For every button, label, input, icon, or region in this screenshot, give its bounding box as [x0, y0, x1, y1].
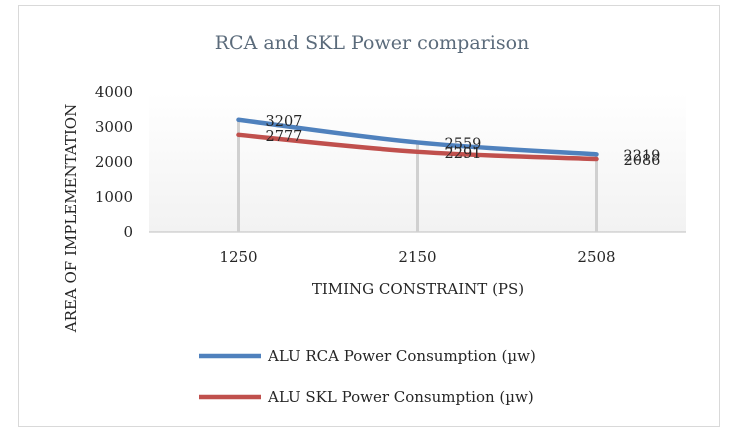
data-labels: 3207 2559 2219 2777 2291 2086 [266, 114, 661, 169]
y-tick-label: 4000 [95, 83, 133, 101]
legend-label: ALU RCA Power Consumption (µw) [267, 347, 536, 365]
series-lines [236, 117, 599, 162]
x-tick-label: 1250 [219, 248, 257, 266]
legend: ALU RCA Power Consumption (µw) ALU SKL Po… [199, 347, 536, 406]
y-tick-label: 3000 [95, 118, 133, 136]
y-tick-label: 2000 [95, 153, 133, 171]
data-label: 3207 [266, 114, 303, 130]
x-tick-label: 2508 [577, 248, 615, 266]
data-label: 2086 [624, 153, 661, 169]
legend-label: ALU SKL Power Consumption (µw) [267, 388, 534, 406]
x-axis-title: TIMING CONSTRAINT (PS) [312, 280, 524, 298]
chart-title: RCA and SKL Power comparison [215, 32, 530, 54]
x-axis-ticks: 1250 2150 2508 [219, 248, 615, 266]
y-tick-label: 0 [123, 223, 133, 241]
y-axis-ticks: 0 1000 2000 3000 4000 [95, 83, 133, 241]
series-line-1 [236, 117, 599, 157]
plot-area [149, 92, 686, 233]
y-axis-title: AREA OF IMPLEMENTATION [62, 104, 80, 333]
data-label: 2291 [445, 146, 482, 162]
data-label: 2219 [624, 148, 661, 164]
data-label: 2559 [445, 136, 482, 152]
y-tick-label: 1000 [95, 188, 133, 206]
series-line-2 [236, 132, 599, 162]
data-label: 2777 [266, 129, 303, 145]
x-tick-label: 2150 [398, 248, 436, 266]
